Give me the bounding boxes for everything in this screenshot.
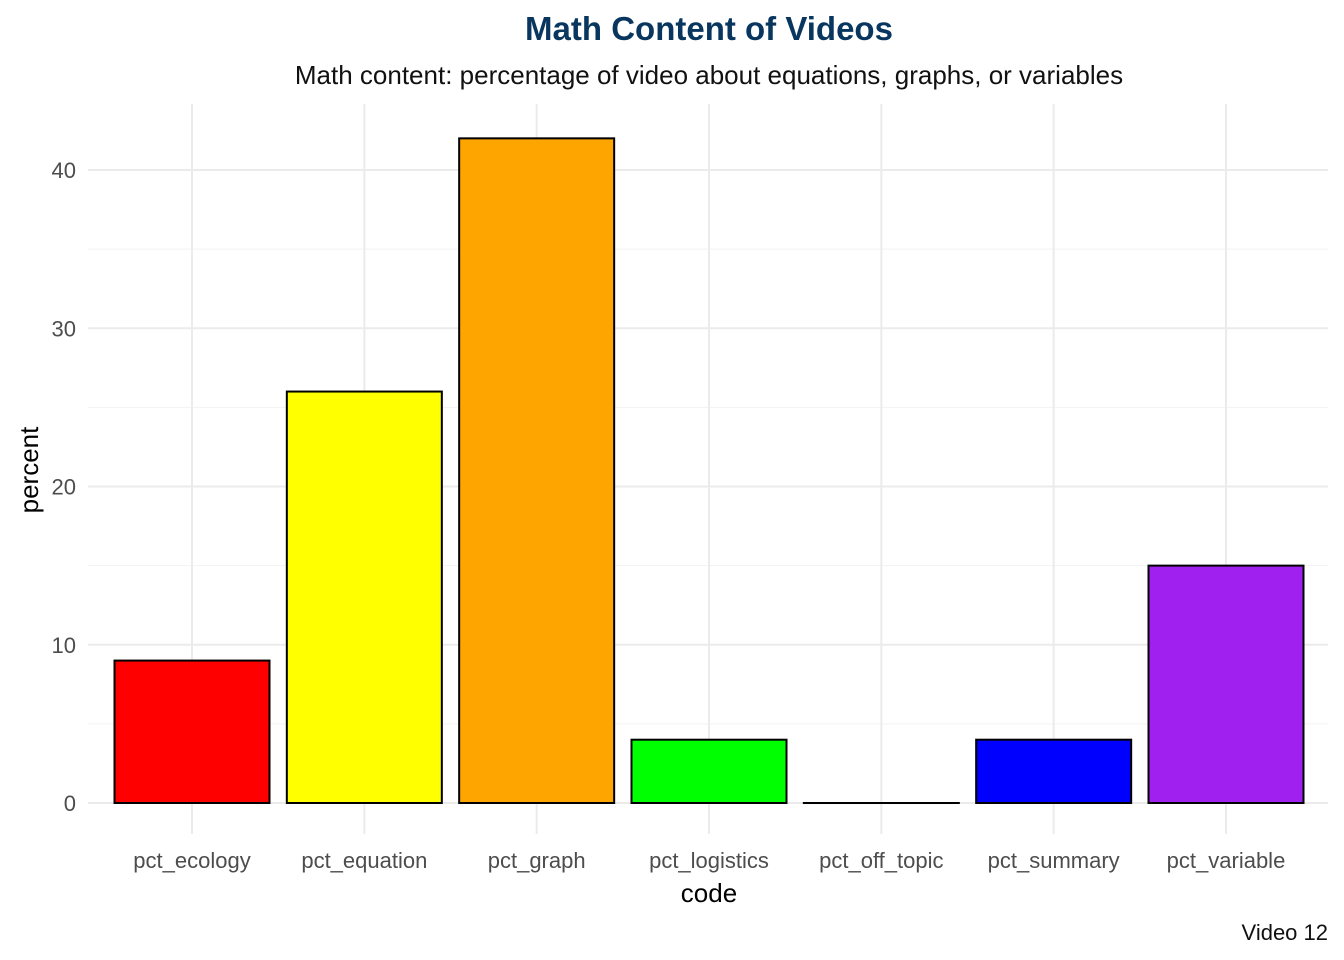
x-tick-labels: pct_ecology pct_equation pct_graph pct_logi… [133, 848, 1285, 873]
y-tick-label: 30 [52, 316, 76, 341]
y-axis-title: percent [14, 426, 44, 513]
y-tick-label: 40 [52, 158, 76, 183]
x-tick-label: pct_variable [1167, 848, 1286, 873]
y-tick-labels: 0 10 20 30 40 [52, 158, 76, 816]
y-tick-label: 20 [52, 475, 76, 500]
x-tick-label: pct_equation [301, 848, 427, 873]
x-tick-label: pct_summary [988, 848, 1120, 873]
y-tick-label: 0 [64, 791, 76, 816]
caption: Video 12 [1241, 920, 1328, 945]
x-tick-label: pct_logistics [649, 848, 769, 873]
chart-title: Math Content of Videos [525, 10, 893, 47]
x-tick-label: pct_off_topic [819, 848, 943, 873]
x-tick-label: pct_graph [488, 848, 586, 873]
grid-lines [88, 104, 1328, 834]
bar-pct-ecology [113, 659, 271, 805]
bars [113, 137, 1305, 805]
x-tick-label: pct_ecology [133, 848, 250, 873]
x-axis-title: code [681, 878, 737, 908]
bar-pct-variable [1147, 564, 1305, 804]
bar-pct-logistics [630, 738, 788, 805]
y-tick-label: 10 [52, 633, 76, 658]
bar-pct-equation [285, 390, 443, 804]
bar-pct-summary [975, 738, 1133, 805]
chart-subtitle: Math content: percentage of video about … [294, 60, 1124, 90]
bar-pct-graph [458, 137, 616, 805]
